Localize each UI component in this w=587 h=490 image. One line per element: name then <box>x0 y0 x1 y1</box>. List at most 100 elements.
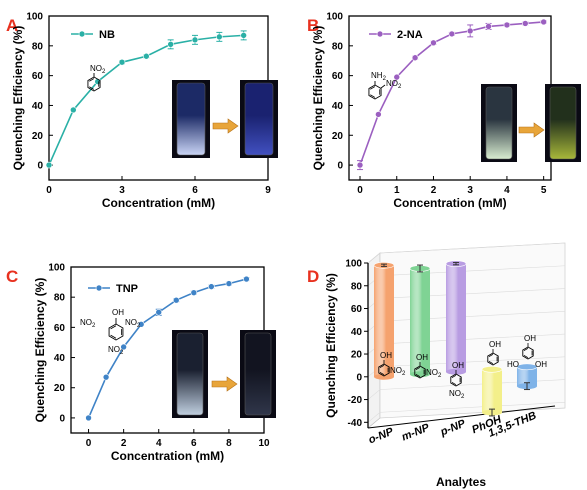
x-tick-label: 2 <box>431 185 437 196</box>
x-tick-label: 6 <box>192 185 198 196</box>
panel-letter: C <box>6 267 18 286</box>
y-tick-label: 0 <box>337 161 343 172</box>
y-axis-label: Quenching Efficiency (%) <box>33 278 47 423</box>
panel-b: B 0 20 40 60 80 100 0 1 2 3 4 5 Concentration (mM) Que… <box>307 12 581 210</box>
data-point <box>430 39 437 47</box>
bar-shade <box>374 265 394 377</box>
legend-label: 2-NA <box>397 29 423 41</box>
panel-letter: D <box>307 267 319 286</box>
bar-shade <box>446 263 466 372</box>
grid-line-side <box>367 252 381 264</box>
x-axis-label: Analytes <box>436 475 486 489</box>
arrow-tnp <box>211 376 238 392</box>
data-point <box>216 33 223 41</box>
hydroxyl-label: OH <box>416 353 428 362</box>
hydroxyl-label: OH <box>452 361 464 370</box>
hydroxyl-label: HO <box>507 360 519 369</box>
benzene-ring-nb <box>87 76 101 92</box>
panel-c: C 0 20 40 60 80 100 0 2 4 6 8 10 Concentration (mM) Qu… <box>6 263 276 463</box>
benzene-ring-thb-bond-1 <box>523 347 529 352</box>
vial-before-tnp <box>176 332 204 416</box>
data-point <box>225 280 233 287</box>
y-tick-label: 100 <box>326 12 343 23</box>
x-axis-label: Concentration (mM) <box>102 196 215 210</box>
x-axis-label: Concentration (mM) <box>111 449 224 463</box>
benzene-ring-nb-bond-1 <box>89 78 95 82</box>
bar-top <box>481 365 503 373</box>
y-tick-label: 100 <box>48 263 65 274</box>
x-tick-label: 0 <box>357 185 363 196</box>
data-point <box>155 308 163 316</box>
x-tick-label: 4 <box>504 185 510 196</box>
y-axis-label: Quenching Efficiency (%) <box>324 273 338 418</box>
benzene-ring-0-bond-0 <box>379 371 385 376</box>
y-tick-label: 0 <box>37 161 43 172</box>
x-tick-label: 10 <box>258 438 270 449</box>
data-point <box>411 54 419 62</box>
data-point <box>120 343 127 351</box>
x-tick-label: 0 <box>46 185 52 196</box>
data-point <box>466 27 474 35</box>
y-tick-label: 100 <box>26 12 43 23</box>
y-tick-label: 60 <box>351 304 363 315</box>
y-tick-label: 80 <box>32 41 44 52</box>
plot-frame <box>70 266 265 434</box>
y-tick-label: 40 <box>351 327 363 338</box>
y-tick-label: 60 <box>332 71 344 82</box>
benzene-ring-2-bond-0 <box>451 381 457 386</box>
nitro-label-right: NO2 <box>125 318 141 329</box>
x-tick-label: 6 <box>191 438 197 449</box>
x-tick-label: 1 <box>394 185 400 196</box>
data-point <box>375 111 382 118</box>
y-tick-label: 80 <box>332 41 344 52</box>
y-tick-label: -20 <box>348 395 363 406</box>
arrow-nb <box>212 118 239 134</box>
back-wall <box>379 242 566 419</box>
data-point <box>70 106 77 114</box>
bar-top <box>516 363 538 371</box>
data-point <box>240 32 247 39</box>
nitro-label: NO2 <box>426 368 442 379</box>
panel-d: D 100 80 60 40 20 0 -20 -40 Quenching Efficiency … <box>307 242 566 489</box>
x-axis-label: Concentration (mM) <box>393 196 506 210</box>
vial-before-nb <box>176 82 206 156</box>
benzene-ring-1-bond-0 <box>415 373 421 378</box>
floor-edge <box>367 405 556 429</box>
data-point <box>172 296 180 304</box>
plot-frame <box>348 15 552 181</box>
data-point <box>102 373 110 381</box>
benzene-ring-0 <box>378 363 390 377</box>
panel-letter: A <box>6 16 18 35</box>
data-point <box>393 73 401 81</box>
benzene-ring-2na <box>368 84 382 100</box>
category-label: m-NP <box>400 421 432 443</box>
y-tick-label: 20 <box>351 350 363 361</box>
panel-a: A 0 20 40 60 80 100 0 3 6 9 Concentration (mM) Quenc… <box>6 12 278 210</box>
data-point <box>448 30 456 38</box>
panel-letter: B <box>307 16 319 35</box>
x-tick-label: 2 <box>121 438 127 449</box>
vial-after-tnp <box>244 332 272 416</box>
benzene-ring-2-bond-1 <box>451 374 457 379</box>
benzene-ring-2na-bond-0 <box>370 94 376 98</box>
y-tick-label: 0 <box>356 372 362 383</box>
bar-shade <box>482 369 502 413</box>
data-point <box>191 36 199 44</box>
bar-shade <box>410 268 430 375</box>
x-tick-label: 9 <box>265 185 271 196</box>
benzene-ring-tnp-bond-0 <box>110 334 117 339</box>
data-point <box>143 52 150 60</box>
y-tick-label: 60 <box>54 323 66 334</box>
y-tick-label: 80 <box>351 281 363 292</box>
nitro-label: NO2 <box>390 366 406 377</box>
legend-marker <box>95 284 103 292</box>
arrow-2na <box>518 122 545 138</box>
data-point <box>208 283 215 290</box>
legend-label: TNP <box>116 283 138 295</box>
benzene-ring-1-bond-1 <box>415 366 421 371</box>
y-tick-label: 20 <box>332 131 344 142</box>
legend-label: NB <box>99 29 115 41</box>
legend-marker <box>376 30 384 38</box>
y-tick-label: 20 <box>32 131 44 142</box>
